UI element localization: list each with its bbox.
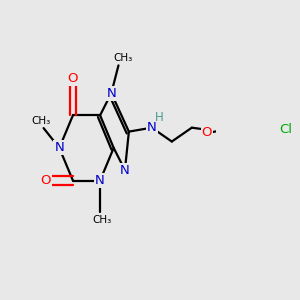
- Text: N: N: [106, 87, 116, 100]
- Text: Cl: Cl: [280, 123, 293, 136]
- Text: N: N: [120, 164, 130, 177]
- Text: CH₃: CH₃: [32, 116, 51, 126]
- Text: N: N: [147, 121, 157, 134]
- Text: O: O: [40, 174, 51, 187]
- Text: CH₃: CH₃: [113, 53, 132, 63]
- Text: N: N: [95, 174, 105, 187]
- Text: O: O: [68, 72, 78, 85]
- Text: O: O: [202, 126, 212, 139]
- Text: N: N: [55, 141, 64, 154]
- Text: H: H: [154, 111, 163, 124]
- Text: CH₃: CH₃: [92, 215, 111, 225]
